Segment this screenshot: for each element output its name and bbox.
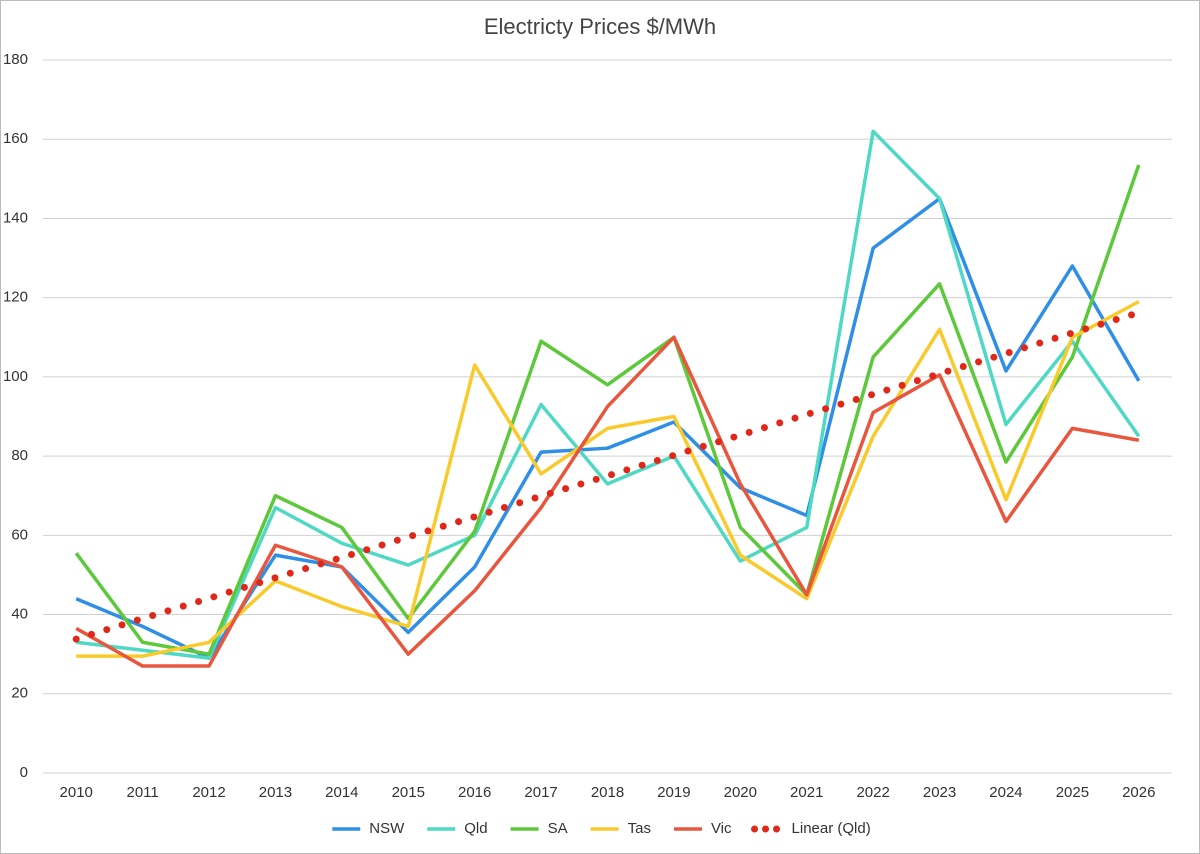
x-tick-label: 2017	[524, 784, 557, 801]
y-tick-label: 40	[11, 606, 28, 623]
x-tick-label: 2016	[458, 784, 491, 801]
x-tick-label: 2018	[591, 784, 624, 801]
x-tick-label: 2020	[724, 784, 757, 801]
chart-title: Electricty Prices $/MWh	[484, 14, 716, 39]
x-tick-label: 2023	[923, 784, 956, 801]
series-line	[72, 309, 1143, 643]
y-tick-label: 100	[3, 368, 28, 385]
x-tick-label: 2010	[60, 784, 93, 801]
x-tick-label: 2021	[790, 784, 823, 801]
x-tick-label: 2025	[1056, 784, 1089, 801]
y-tick-label: 60	[11, 526, 28, 543]
legend-label: Vic	[711, 820, 732, 837]
series-line	[75, 335, 1140, 668]
legend-label: Qld	[464, 820, 487, 837]
x-tick-label: 2026	[1122, 784, 1155, 801]
x-tick-label: 2024	[989, 784, 1022, 801]
y-tick-label: 120	[3, 289, 28, 306]
legend-label: Tas	[628, 820, 651, 837]
y-tick-label: 180	[3, 51, 28, 68]
y-tick-label: 20	[11, 685, 28, 702]
series-line	[75, 129, 1141, 660]
y-tick-label: 0	[20, 764, 28, 781]
series-line	[76, 300, 1140, 658]
x-tick-label: 2015	[392, 784, 425, 801]
legend-label: SA	[548, 820, 568, 837]
x-tick-label: 2013	[259, 784, 292, 801]
y-tick-label: 160	[3, 130, 28, 147]
y-tick-label: 80	[11, 447, 28, 464]
legend-label: Linear (Qld)	[792, 820, 871, 837]
x-tick-label: 2019	[657, 784, 690, 801]
x-tick-label: 2012	[192, 784, 225, 801]
x-tick-label: 2022	[856, 784, 889, 801]
x-tick-label: 2014	[325, 784, 358, 801]
legend-label: NSW	[369, 820, 405, 837]
series-line	[75, 196, 1141, 660]
series-line	[74, 164, 1141, 656]
x-tick-label: 2011	[126, 784, 158, 801]
y-tick-label: 140	[3, 209, 28, 226]
